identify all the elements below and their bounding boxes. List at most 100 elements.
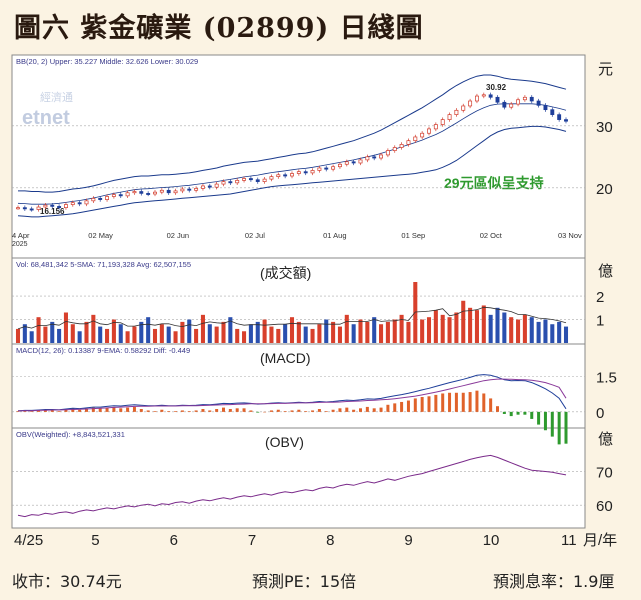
volume-bar bbox=[152, 328, 158, 343]
macd-histogram-bar bbox=[550, 411, 554, 437]
macd-histogram-bar bbox=[502, 411, 506, 414]
volume-bar bbox=[351, 324, 356, 343]
candle-body bbox=[344, 161, 349, 165]
candle-body bbox=[379, 154, 384, 159]
volume-bar bbox=[248, 324, 253, 343]
volume-bar bbox=[255, 321, 260, 343]
volume-bar bbox=[474, 310, 479, 343]
chart-title: 圖六 紫金礦業 (02899) 日綫圖 bbox=[14, 13, 424, 44]
month-tick-label: 8 bbox=[326, 532, 334, 549]
macd-histogram-bar bbox=[112, 406, 116, 412]
candle-body bbox=[22, 207, 27, 210]
candle-body bbox=[111, 194, 116, 197]
volume-tick-label: 2 bbox=[596, 289, 604, 306]
volume-bar bbox=[146, 317, 151, 343]
candle-body bbox=[16, 207, 20, 210]
candle-body bbox=[427, 128, 431, 134]
candle-body bbox=[413, 136, 418, 142]
volume-bar bbox=[420, 319, 425, 343]
volume-bar bbox=[139, 321, 144, 343]
candle-body bbox=[468, 100, 473, 107]
candle-body bbox=[536, 100, 541, 106]
macd-histogram-bar bbox=[242, 408, 246, 412]
macd-histogram-bar bbox=[543, 411, 547, 431]
macd-histogram-bar bbox=[489, 398, 493, 412]
candle-body bbox=[303, 171, 308, 174]
month-tick-label: 9 bbox=[404, 532, 412, 549]
volume-bar bbox=[77, 331, 82, 343]
volume-bar bbox=[235, 328, 240, 343]
watermark-logo: etnet bbox=[22, 107, 70, 129]
bollinger-upper-line bbox=[18, 74, 567, 193]
volume-bar bbox=[194, 328, 199, 343]
macd-histogram-bar bbox=[352, 409, 356, 412]
month-tick-label: 10 bbox=[483, 532, 500, 549]
candle-body bbox=[543, 104, 548, 111]
obv-tick-label: 70 bbox=[596, 465, 613, 482]
watermark-chinese: 經濟通 bbox=[40, 90, 73, 104]
candle-body bbox=[338, 163, 342, 168]
volume-bar bbox=[98, 326, 103, 343]
macd-histogram-bar bbox=[105, 407, 109, 412]
volume-bar bbox=[344, 314, 349, 343]
date-tick-label: 02 May bbox=[88, 231, 113, 240]
volume-bar bbox=[509, 317, 514, 343]
macd-histogram-bar bbox=[263, 411, 267, 413]
macd-histogram-bar bbox=[557, 411, 561, 445]
volume-bar bbox=[468, 307, 473, 343]
macd-histogram-bar bbox=[434, 394, 438, 412]
candle-body bbox=[502, 101, 507, 108]
volume-bar bbox=[111, 319, 116, 343]
volume-bar bbox=[159, 324, 164, 343]
volume-sma-line bbox=[17, 306, 567, 330]
candle-body bbox=[317, 167, 322, 171]
candle-body bbox=[242, 178, 246, 181]
volume-bar bbox=[269, 326, 274, 343]
macd-histogram-bar bbox=[269, 410, 273, 412]
volume-tick-label: 1 bbox=[596, 313, 604, 330]
macd-histogram-bar bbox=[448, 392, 452, 412]
volume-bar bbox=[488, 314, 493, 343]
macd-histogram-bar bbox=[167, 411, 171, 412]
macd-legend: MACD(12, 26): 0.13387 9-EMA: 0.58292 Dif… bbox=[16, 346, 190, 355]
stock-chart: 經濟通 etnet BB(20, 2) Upper: 35.227 Middle… bbox=[11, 54, 617, 549]
candle-body bbox=[98, 197, 103, 200]
volume-bar bbox=[214, 326, 219, 343]
volume-bar bbox=[70, 324, 75, 343]
volume-bar bbox=[296, 321, 301, 343]
volume-bar bbox=[22, 324, 27, 343]
volume-series bbox=[15, 282, 569, 343]
volume-bar bbox=[331, 321, 336, 343]
volume-bar bbox=[50, 321, 55, 343]
macd-histogram-bar bbox=[509, 411, 513, 417]
macd-histogram-bar bbox=[283, 411, 287, 412]
volume-bar bbox=[173, 331, 178, 343]
macd-histogram-bar bbox=[139, 409, 143, 412]
candle-body bbox=[187, 188, 192, 191]
macd-histogram-bar bbox=[372, 408, 376, 412]
macd-histogram-bar bbox=[317, 409, 321, 412]
volume-bar bbox=[522, 314, 527, 343]
macd-histogram-bar bbox=[276, 409, 280, 412]
candle-body bbox=[385, 150, 390, 156]
date-tick-label: 02 Jun bbox=[167, 231, 190, 240]
volume-bar bbox=[365, 321, 370, 343]
macd-signal-line bbox=[17, 378, 567, 412]
candle-body bbox=[447, 114, 452, 120]
macd-histogram-bar bbox=[16, 411, 20, 412]
obv-legend: OBV(Weighted): +8,843,521,331 bbox=[16, 430, 125, 439]
macd-histogram-bar bbox=[496, 406, 499, 412]
footer-forecast-yield: 預測息率：1.9厘 bbox=[493, 572, 615, 591]
macd-histogram-bar bbox=[523, 411, 527, 415]
macd-histogram-bar bbox=[297, 409, 301, 412]
macd-histogram-bar bbox=[208, 410, 212, 412]
price-tick-label: 30 bbox=[596, 119, 613, 136]
macd-histogram-bar bbox=[201, 409, 205, 412]
candle-body bbox=[296, 171, 301, 174]
volume-bar bbox=[379, 324, 384, 343]
volume-bar bbox=[447, 317, 452, 343]
price-series bbox=[16, 74, 568, 218]
macd-histogram-bar bbox=[64, 409, 68, 412]
macd-histogram-bar bbox=[146, 410, 150, 412]
candle-body bbox=[406, 140, 411, 145]
